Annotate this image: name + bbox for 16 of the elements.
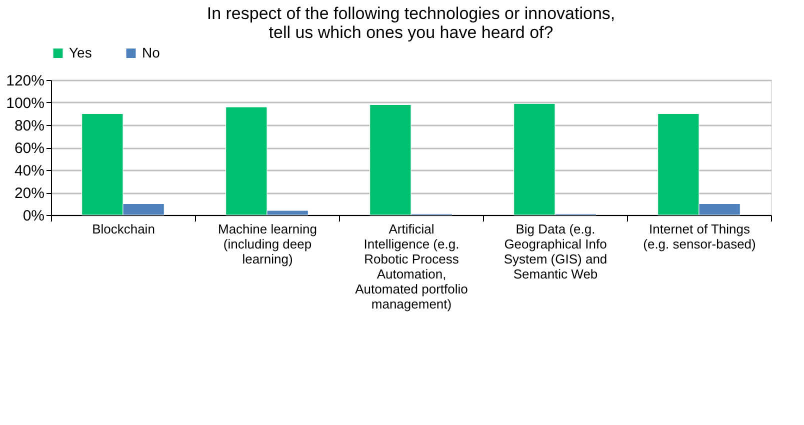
x-tick-label: Machine learning (including deep learning) — [218, 222, 318, 266]
y-tick-label: 40% — [14, 162, 44, 180]
legend-label: Yes — [69, 44, 92, 60]
text: tell us which ones you have heard of? — [268, 23, 554, 42]
legend-label: No — [142, 44, 160, 60]
y-tick-label: 60% — [14, 140, 44, 157]
y-tick-label: 120% — [6, 72, 44, 90]
x-tick-label: Artificial Intelligence (e.g. Robotic Process Automation, Automated portfolio management) — [355, 222, 468, 312]
x-tick-label: Blockchain — [92, 222, 155, 236]
y-tick-label: 0% — [22, 208, 44, 224]
x-tick-label: Big Data (e.g. Geographical Info System (GIS) and Semantic Web — [504, 222, 608, 282]
y-tick-label: 80% — [14, 118, 44, 134]
y-tick-label: 100% — [6, 95, 44, 112]
x-tick-label: Internet of Things (e.g. sensor-based) — [643, 222, 756, 252]
y-tick-label: 20% — [14, 185, 44, 202]
text: In respect of the following technologies or innovations, — [206, 4, 616, 23]
